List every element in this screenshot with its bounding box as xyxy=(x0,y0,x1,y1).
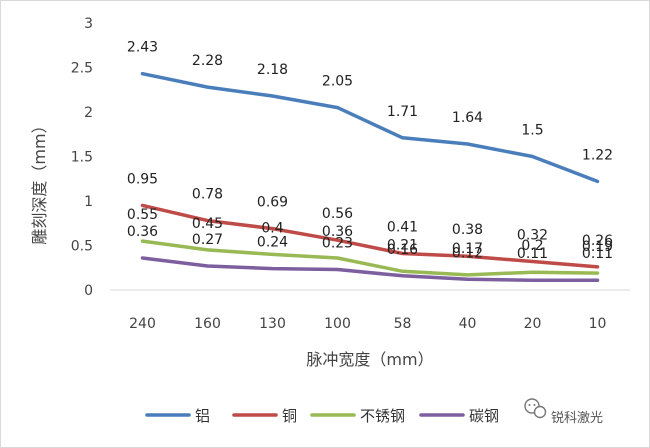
y-axis-title: 雕刻深度（mm） xyxy=(30,117,49,244)
y-tick-label: 3 xyxy=(84,16,93,32)
data-labels: 2.43 2.28 2.18 2.05 1.71 1.64 1.5 1.22 0.95 0.78 0… xyxy=(127,40,613,262)
data-label: 0.19 xyxy=(582,239,613,255)
data-label: 0.2 xyxy=(521,238,543,254)
x-tick-label: 20 xyxy=(524,316,542,332)
data-label: 1.5 xyxy=(521,123,543,139)
wechat-icon xyxy=(524,398,547,419)
data-label: 0.11 xyxy=(582,246,613,262)
x-tick-label: 100 xyxy=(324,316,351,332)
series-lines xyxy=(140,71,600,282)
data-label: 1.22 xyxy=(582,147,613,163)
data-label: 0.56 xyxy=(322,206,353,222)
data-label: 2.05 xyxy=(322,74,353,90)
y-tick-label: 1.5 xyxy=(71,150,93,166)
series-line xyxy=(140,256,600,282)
legend-label: 铜 xyxy=(282,407,297,425)
y-tick-label: 2 xyxy=(84,105,93,121)
x-tick-label: 240 xyxy=(129,316,156,332)
legend-item: 铝 xyxy=(145,407,210,425)
x-tick-label: 10 xyxy=(589,316,607,332)
x-tick-label: 58 xyxy=(394,316,412,332)
x-tick-label: 130 xyxy=(259,316,286,332)
legend-item: 碳钢 xyxy=(419,407,499,425)
data-label: 0.12 xyxy=(452,245,483,261)
data-label: 2.28 xyxy=(192,53,223,69)
y-axis-ticks: 0 0.5 1 1.5 2 2.5 3 xyxy=(71,16,93,299)
data-label: 0.4 xyxy=(261,220,283,236)
data-label: 0.24 xyxy=(257,235,288,251)
data-label: 0.26 xyxy=(582,233,613,249)
data-label: 0.38 xyxy=(452,222,483,238)
series-line xyxy=(140,239,600,277)
data-label: 0.55 xyxy=(127,207,158,223)
data-label: 1.71 xyxy=(387,104,418,120)
legend-label: 铝 xyxy=(195,407,210,425)
x-axis-title: 脉冲宽度（mm） xyxy=(306,350,433,369)
data-label: 0.32 xyxy=(517,228,548,244)
data-label: 2.43 xyxy=(127,40,158,56)
legend-label: 碳钢 xyxy=(469,407,499,425)
x-tick-label: 160 xyxy=(194,316,221,332)
series-line xyxy=(140,203,600,269)
watermark-text: 锐科激光 xyxy=(551,411,603,426)
series-line xyxy=(140,71,600,184)
data-label: 1.64 xyxy=(452,110,483,126)
data-label: 0.23 xyxy=(322,236,353,252)
x-tick-label: 40 xyxy=(459,316,477,332)
legend-label: 不锈钢 xyxy=(360,407,405,425)
data-label: 0.17 xyxy=(452,241,483,257)
legend: 铝 铜 不锈钢 碳钢 xyxy=(145,407,499,425)
legend-item: 不锈钢 xyxy=(310,407,405,425)
y-tick-label: 1 xyxy=(84,194,93,210)
data-label: 0.45 xyxy=(192,216,223,232)
y-tick-label: 2.5 xyxy=(71,61,93,77)
data-label: 0.36 xyxy=(127,224,158,240)
legend-item: 铜 xyxy=(232,407,297,425)
data-label: 0.11 xyxy=(517,246,548,262)
y-tick-label: 0.5 xyxy=(71,239,93,255)
y-tick-label: 0 xyxy=(84,283,93,299)
x-axis-ticks: 240 160 130 100 58 40 20 10 xyxy=(129,316,606,332)
data-label: 0.78 xyxy=(192,187,223,203)
data-label: 0.41 xyxy=(387,220,418,236)
data-label: 0.69 xyxy=(257,195,288,211)
watermark: 锐科激光 xyxy=(524,398,603,426)
data-label: 2.18 xyxy=(257,62,288,78)
data-label: 0.36 xyxy=(322,224,353,240)
data-label: 0.16 xyxy=(387,242,418,258)
data-label: 0.95 xyxy=(127,171,158,187)
data-label: 0.21 xyxy=(387,237,418,253)
data-label: 0.27 xyxy=(192,232,223,248)
